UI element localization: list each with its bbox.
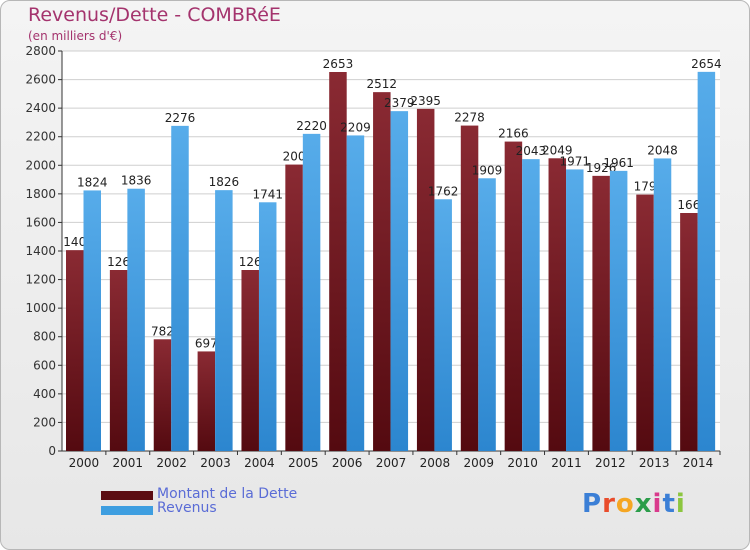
bar-revenus-2013 bbox=[653, 158, 672, 451]
x-tick-label: 2012 bbox=[595, 456, 626, 470]
bar-dette-2005 bbox=[285, 164, 303, 452]
legend-swatch-dette bbox=[101, 491, 153, 500]
bar-revenus-2014 bbox=[697, 71, 716, 451]
bar-dette-2001 bbox=[109, 270, 128, 451]
data-label-dette-2001: 126 bbox=[107, 255, 130, 269]
y-tick-label: 2400 bbox=[25, 101, 56, 115]
y-tick-label: 600 bbox=[33, 358, 56, 372]
data-label-revenus-2001: 1836 bbox=[121, 174, 152, 188]
data-label-revenus-2014: 2654 bbox=[691, 57, 722, 71]
data-label-revenus-2007: 2379 bbox=[384, 96, 415, 110]
bar-revenus-2008 bbox=[434, 199, 452, 451]
data-label-dette-2012: 1926 bbox=[586, 161, 617, 175]
data-label-dette-2008: 2395 bbox=[410, 94, 441, 108]
bar-revenus-2009 bbox=[478, 178, 496, 452]
bar-dette-2012 bbox=[592, 175, 610, 451]
data-label-dette-2003: 697 bbox=[195, 336, 218, 350]
data-label-dette-2006: 2653 bbox=[323, 57, 354, 71]
y-tick-label: 1600 bbox=[25, 215, 56, 229]
bar-dette-2014 bbox=[680, 213, 698, 451]
data-label-dette-2000: 140 bbox=[63, 235, 86, 249]
bar-dette-2013 bbox=[636, 194, 654, 452]
x-tick-label: 2001 bbox=[113, 456, 144, 470]
x-tick-label: 2009 bbox=[463, 456, 494, 470]
bar-revenus-2011 bbox=[566, 169, 584, 451]
bar-revenus-2001 bbox=[127, 188, 145, 451]
data-label-dette-2009: 2278 bbox=[454, 111, 485, 125]
bar-revenus-2010 bbox=[522, 159, 540, 451]
bar-dette-2006 bbox=[329, 72, 347, 451]
data-label-revenus-2010: 2043 bbox=[516, 144, 547, 158]
data-label-revenus-2011: 1971 bbox=[560, 154, 591, 168]
y-tick-label: 2800 bbox=[25, 44, 56, 58]
proxiti-logo: Proxiti bbox=[582, 489, 686, 519]
y-tick-label: 1800 bbox=[25, 187, 56, 201]
data-label-revenus-2009: 1909 bbox=[472, 163, 503, 177]
x-tick-label: 2010 bbox=[507, 456, 538, 470]
y-tick-label: 1400 bbox=[25, 244, 56, 258]
y-tick-label: 200 bbox=[33, 415, 56, 429]
legend-swatch-revenus bbox=[101, 506, 153, 515]
y-tick-label: 1200 bbox=[25, 273, 56, 287]
bar-revenus-2002 bbox=[171, 125, 189, 451]
x-tick-label: 2006 bbox=[332, 456, 363, 470]
legend-label-revenus: Revenus bbox=[157, 500, 217, 516]
data-label-dette-2007: 2512 bbox=[367, 77, 398, 91]
data-label-dette-2011: 2049 bbox=[542, 143, 573, 157]
x-tick-label: 2007 bbox=[376, 456, 407, 470]
x-tick-label: 2014 bbox=[683, 456, 714, 470]
data-label-revenus-2008: 1762 bbox=[428, 184, 459, 198]
data-label-revenus-2004: 1741 bbox=[252, 187, 283, 201]
bar-revenus-2004 bbox=[258, 202, 277, 451]
bar-dette-2000 bbox=[66, 250, 84, 451]
data-label-dette-2014: 166 bbox=[677, 198, 700, 212]
bar-dette-2003 bbox=[197, 351, 216, 451]
bar-dette-2004 bbox=[241, 270, 259, 451]
chart-title: Revenus/Dette - COMBRéE bbox=[28, 4, 281, 26]
y-tick-label: 400 bbox=[33, 387, 56, 401]
data-label-revenus-2013: 2048 bbox=[647, 143, 678, 157]
y-tick-label: 1000 bbox=[25, 301, 56, 315]
bar-revenus-2007 bbox=[390, 111, 409, 452]
y-tick-label: 2000 bbox=[25, 158, 56, 172]
chart-subtitle: (en milliers d'€) bbox=[28, 29, 123, 43]
x-tick-label: 2005 bbox=[288, 456, 319, 470]
data-label-revenus-2006: 2209 bbox=[340, 120, 371, 134]
data-label-revenus-2002: 2276 bbox=[165, 111, 196, 125]
x-tick-label: 2000 bbox=[69, 456, 100, 470]
y-tick-label: 2600 bbox=[25, 73, 56, 87]
data-label-dette-2004: 126 bbox=[239, 255, 262, 269]
bar-revenus-2005 bbox=[302, 133, 321, 451]
bar-dette-2008 bbox=[416, 108, 435, 451]
data-label-revenus-2000: 1824 bbox=[77, 175, 108, 189]
bar-revenus-2000 bbox=[83, 190, 101, 451]
x-tick-label: 2003 bbox=[200, 456, 231, 470]
data-label-dette-2010: 2166 bbox=[498, 127, 529, 141]
bar-revenus-2006 bbox=[346, 135, 365, 451]
data-label-revenus-2005: 2220 bbox=[296, 119, 327, 133]
bar-dette-2010 bbox=[504, 141, 523, 452]
bar-dette-2007 bbox=[373, 92, 391, 452]
y-tick-label: 2200 bbox=[25, 130, 56, 144]
bar-dette-2009 bbox=[460, 125, 479, 452]
data-label-dette-2013: 179 bbox=[634, 180, 657, 194]
x-tick-label: 2011 bbox=[551, 456, 582, 470]
bar-dette-2011 bbox=[548, 158, 567, 452]
legend-label-dette: Montant de la Dette bbox=[157, 486, 298, 502]
y-tick-label: 0 bbox=[48, 444, 56, 458]
data-label-dette-2002: 782 bbox=[151, 324, 174, 338]
data-label-dette-2005: 200 bbox=[283, 150, 306, 164]
data-label-revenus-2012: 1961 bbox=[603, 156, 634, 170]
x-tick-label: 2002 bbox=[156, 456, 187, 470]
x-tick-label: 2004 bbox=[244, 456, 275, 470]
bar-revenus-2012 bbox=[609, 170, 628, 451]
x-tick-label: 2013 bbox=[639, 456, 670, 470]
bar-revenus-2003 bbox=[215, 190, 233, 451]
data-label-revenus-2003: 1826 bbox=[209, 175, 240, 189]
y-tick-label: 800 bbox=[33, 330, 56, 344]
x-tick-label: 2008 bbox=[420, 456, 451, 470]
bar-dette-2002 bbox=[153, 339, 172, 451]
